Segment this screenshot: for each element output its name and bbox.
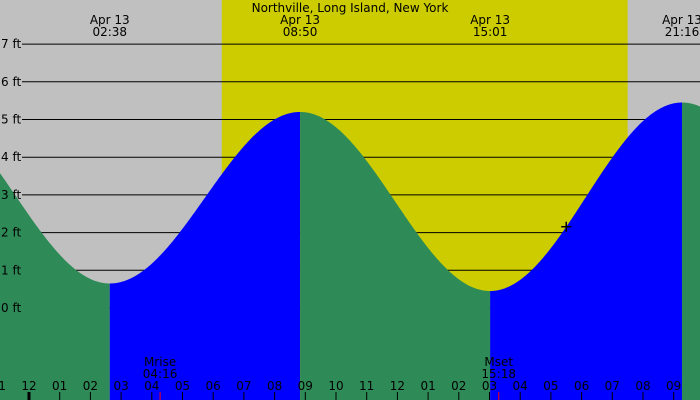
hour-label: 08 <box>267 379 282 393</box>
hour-label: 03 <box>482 379 497 393</box>
extreme-time-label: 15:01 <box>473 25 508 39</box>
hour-label: 02 <box>83 379 98 393</box>
moon-event-label: Mrise <box>144 355 176 369</box>
y-tick-label: 7 ft <box>1 37 21 51</box>
y-tick-label: 2 ft <box>1 226 21 240</box>
hour-label: 05 <box>175 379 190 393</box>
hour-label: 10 <box>328 379 343 393</box>
extreme-date-label: Apr 13 <box>280 13 320 27</box>
extreme-time-label: 02:38 <box>92 25 127 39</box>
chart-title: Northville, Long Island, New York <box>252 1 449 15</box>
extreme-time-label: 21:16 <box>665 25 700 39</box>
hour-label: 06 <box>574 379 589 393</box>
y-tick-label: 1 ft <box>1 263 21 277</box>
hour-label: 12 <box>390 379 405 393</box>
hour-label: 12 <box>21 379 36 393</box>
hour-label: 09 <box>298 379 313 393</box>
hour-label: 07 <box>605 379 620 393</box>
current-time-marker <box>561 221 572 232</box>
falling-tide-area <box>681 102 700 400</box>
moon-event-time: 15:18 <box>481 367 516 381</box>
hour-label: 06 <box>206 379 221 393</box>
hour-label: 02 <box>451 379 466 393</box>
y-tick-label: 4 ft <box>1 150 21 164</box>
hour-label: 04 <box>513 379 528 393</box>
hour-label: 11 <box>359 379 374 393</box>
rising-tide-area <box>109 112 301 400</box>
extreme-date-label: Apr 13 <box>662 13 700 27</box>
hour-label: 03 <box>113 379 128 393</box>
y-tick-label: 5 ft <box>1 113 21 127</box>
moon-event-time: 04:16 <box>143 367 178 381</box>
hour-label: 09 <box>666 379 681 393</box>
falling-tide-area <box>0 173 110 400</box>
hour-label: 11 <box>0 379 6 393</box>
y-tick-label: 3 ft <box>1 188 21 202</box>
hour-label: 01 <box>420 379 435 393</box>
hour-label: 04 <box>144 379 159 393</box>
extreme-date-label: Apr 13 <box>470 13 510 27</box>
hour-label: 05 <box>543 379 558 393</box>
extreme-time-label: 08:50 <box>283 25 318 39</box>
hour-label: 07 <box>236 379 251 393</box>
falling-tide-area <box>300 112 491 400</box>
hour-label: 08 <box>635 379 650 393</box>
rising-tide-area <box>490 102 682 400</box>
y-tick-label: 6 ft <box>1 75 21 89</box>
y-tick-label: 0 ft <box>1 301 21 315</box>
hour-label: 01 <box>52 379 67 393</box>
extreme-date-label: Apr 13 <box>90 13 130 27</box>
moon-event-label: Mset <box>484 355 513 369</box>
